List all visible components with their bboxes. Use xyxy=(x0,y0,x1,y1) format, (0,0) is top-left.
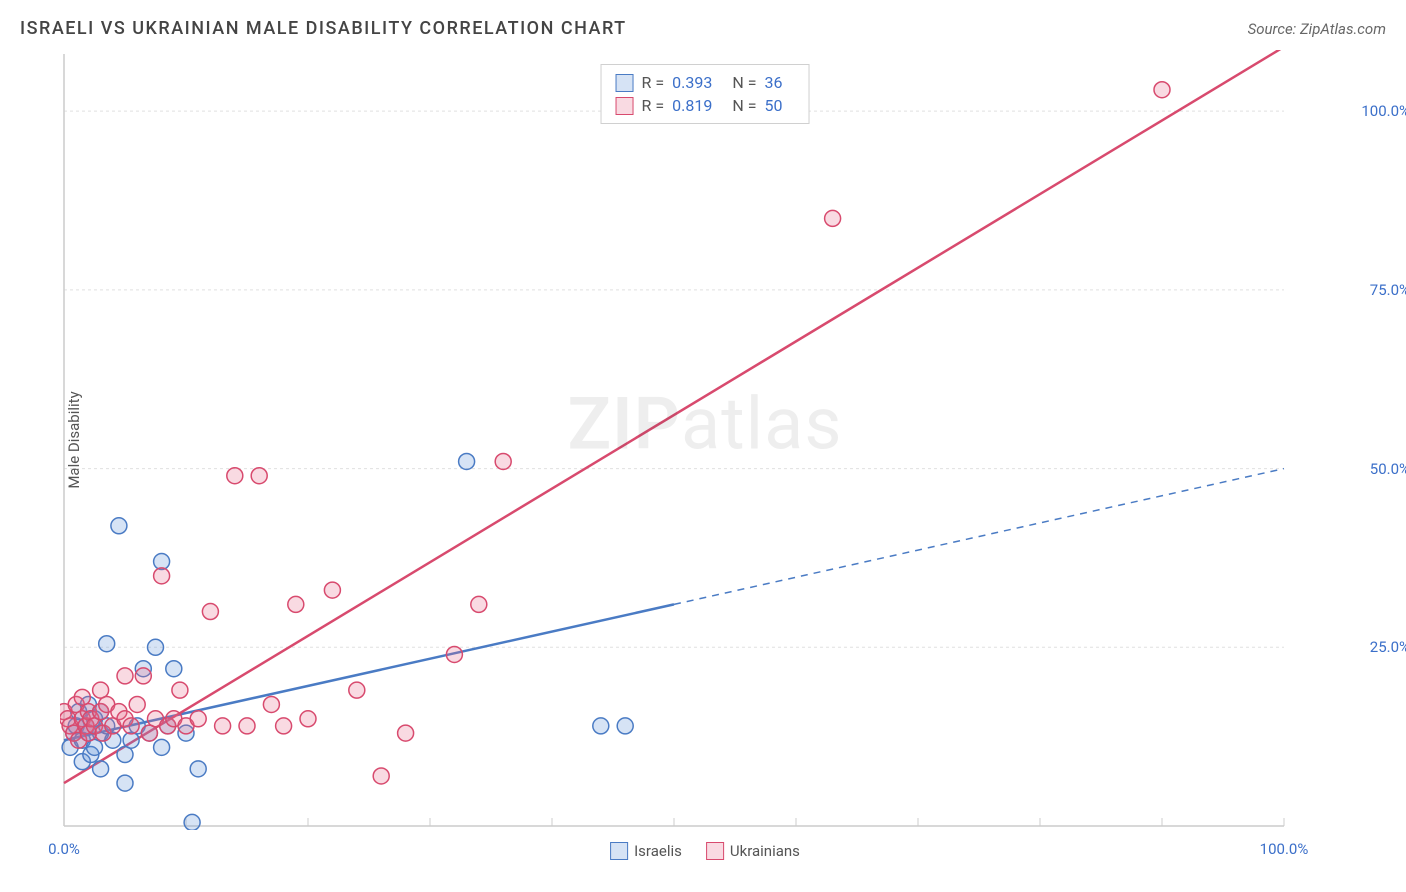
swatch-icon xyxy=(616,74,634,92)
x-tick-label: 100.0% xyxy=(1260,840,1309,858)
chart-title: ISRAELI VS UKRAINIAN MALE DISABILITY COR… xyxy=(20,18,627,39)
source-label: Source: ZipAtlas.com xyxy=(1248,20,1386,38)
x-tick-label: 0.0% xyxy=(48,840,80,858)
scatter-plot xyxy=(60,50,1350,830)
swatch-icon xyxy=(616,97,634,115)
legend-label: Ukrainians xyxy=(730,842,800,860)
r-label: R = xyxy=(642,73,665,92)
legend-item: Israelis xyxy=(610,842,682,860)
y-tick-label: 75.0% xyxy=(1370,281,1406,299)
chart-area: Male Disability ZIPatlas R = 0.393N = 36… xyxy=(60,50,1350,830)
stats-row: R = 0.393 N = 36 xyxy=(616,71,795,94)
stats-row: R = 0.819 N = 50 xyxy=(616,94,795,117)
n-value: 50 xyxy=(764,96,782,115)
header: ISRAELI VS UKRAINIAN MALE DISABILITY COR… xyxy=(20,18,1386,39)
n-value: 36 xyxy=(764,73,782,92)
n-label: N = xyxy=(732,73,756,92)
stats-legend: R = 0.393 N = 36 R = 0.819 N = 50 xyxy=(601,64,810,124)
r-label: R = xyxy=(642,96,665,115)
swatch-icon xyxy=(610,842,628,860)
legend-item: Ukrainians xyxy=(706,842,800,860)
y-tick-label: 50.0% xyxy=(1370,460,1406,478)
r-value: 0.819 xyxy=(672,96,712,115)
y-tick-label: 25.0% xyxy=(1370,638,1406,656)
series-legend: Israelis Ukrainians xyxy=(610,842,800,860)
r-value: 0.393 xyxy=(672,73,712,92)
n-label: N = xyxy=(732,96,756,115)
swatch-icon xyxy=(706,842,724,860)
legend-label: Israelis xyxy=(634,842,682,860)
y-tick-label: 100.0% xyxy=(1361,102,1406,120)
